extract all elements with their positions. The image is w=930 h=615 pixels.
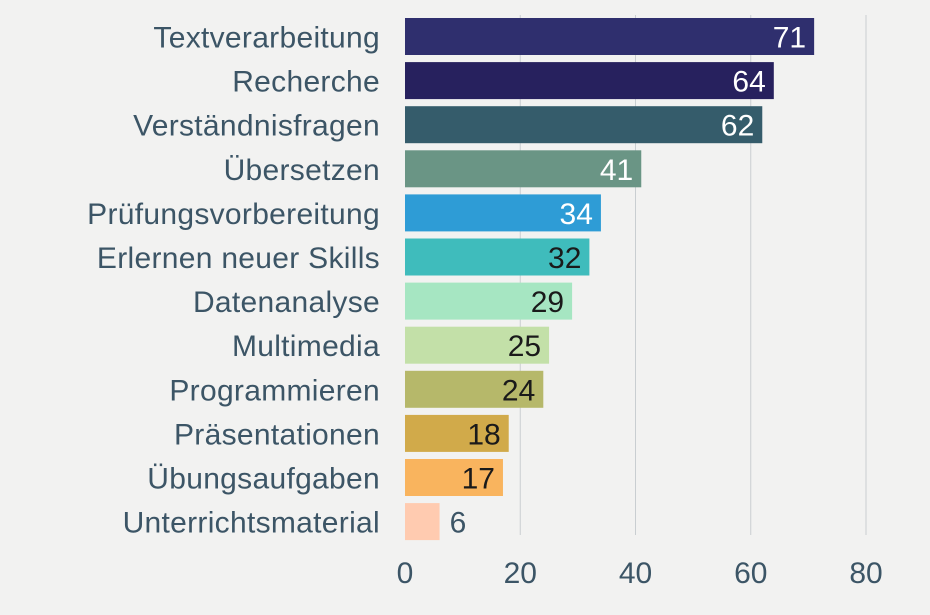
category-label: Programmieren: [169, 374, 380, 407]
value-label: 17: [462, 463, 495, 496]
bar: [405, 414, 509, 452]
value-label: 24: [502, 374, 535, 407]
category-label: Datenanalyse: [193, 286, 380, 319]
bar: [405, 106, 763, 144]
bar: [405, 62, 774, 100]
value-label: 6: [450, 507, 467, 540]
x-tick-label: 40: [619, 557, 652, 590]
category-label: Recherche: [232, 66, 380, 99]
value-label: 64: [732, 66, 765, 99]
category-label: Verständnisfragen: [133, 110, 380, 143]
bar: [405, 18, 815, 55]
bars: [405, 18, 815, 541]
value-label: 32: [548, 242, 581, 275]
category-label: Textverarbeitung: [153, 22, 380, 55]
x-tick-label: 0: [397, 557, 414, 590]
category-label: Multimedia: [232, 330, 380, 363]
bar: [405, 150, 642, 188]
x-tick-label: 20: [504, 557, 537, 590]
value-label: 41: [600, 154, 633, 187]
category-label: Prüfungsvorbereitung: [87, 198, 380, 231]
value-label: 34: [560, 198, 593, 231]
bar: [405, 238, 590, 276]
category-label: Erlernen neuer Skills: [97, 242, 380, 275]
x-axis-tick-labels: 0 20 40 60 80: [397, 557, 883, 590]
value-label: 25: [508, 330, 541, 363]
bar: [405, 282, 573, 320]
x-tick-label: 60: [734, 557, 767, 590]
value-label: 29: [531, 286, 564, 319]
category-label: Präsentationen: [174, 418, 380, 451]
category-label: Übungsaufgaben: [147, 463, 380, 496]
bar: [405, 459, 503, 496]
category-labels: Textverarbeitung Recherche Verständnisfrag…: [87, 22, 380, 540]
bar: [405, 370, 544, 408]
category-label: Übersetzen: [224, 154, 380, 187]
bar: [405, 503, 440, 541]
x-tick-label: 80: [849, 557, 882, 590]
category-label: Unterrichtsmaterial: [123, 507, 380, 540]
bar: [405, 326, 550, 364]
value-label: 62: [721, 110, 754, 143]
value-label: 18: [467, 418, 500, 451]
bar: [405, 194, 601, 232]
value-label: 71: [773, 22, 806, 55]
